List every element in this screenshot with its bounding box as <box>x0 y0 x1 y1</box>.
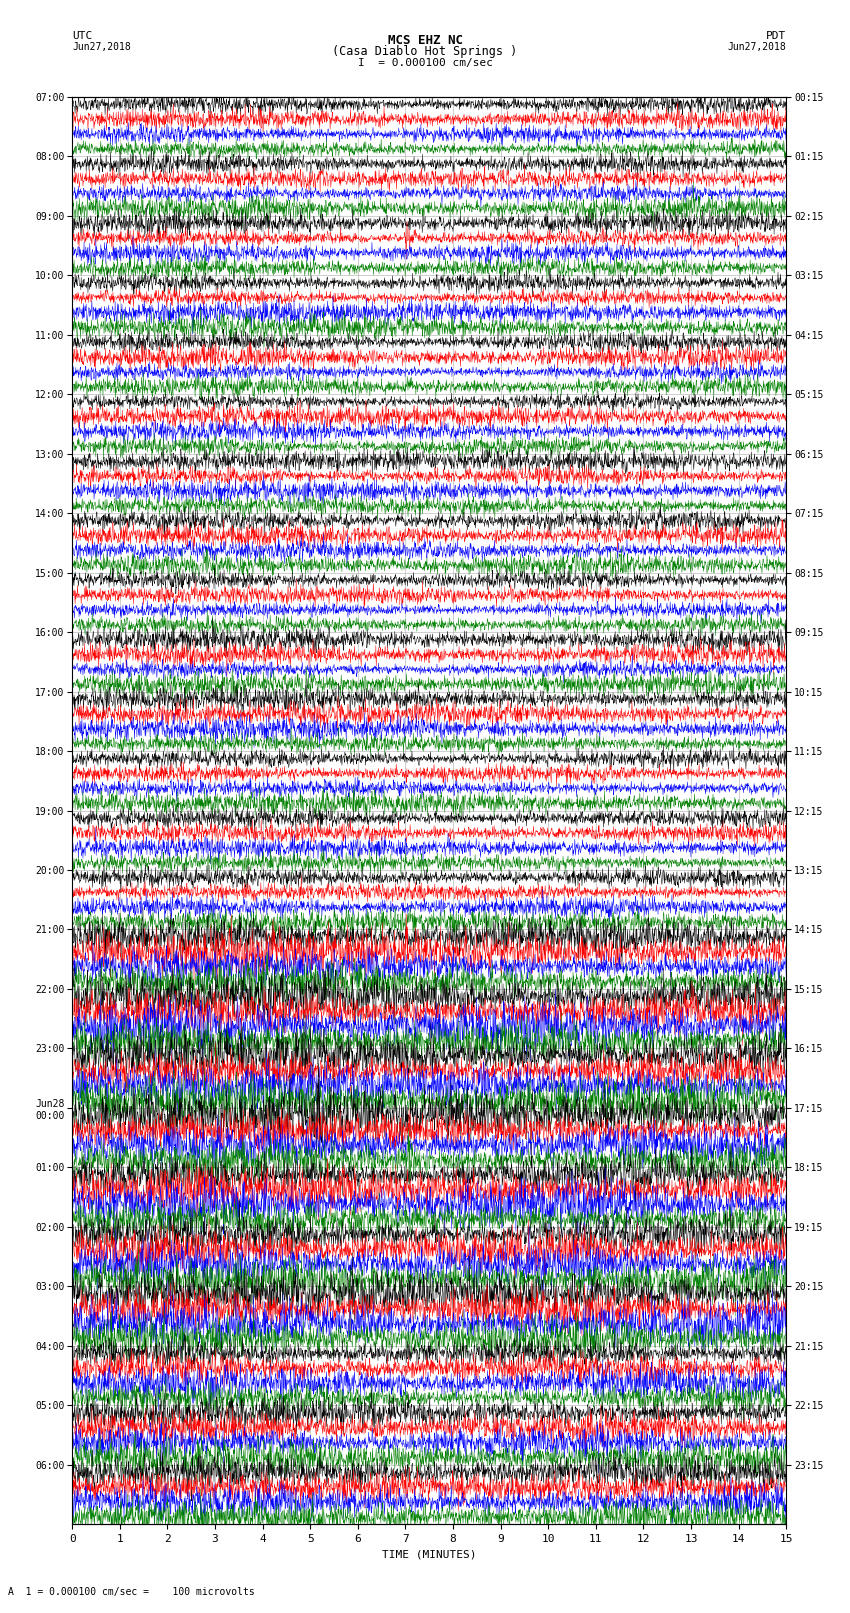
Text: UTC: UTC <box>72 31 93 40</box>
Text: A  1 = 0.000100 cm/sec =    100 microvolts: A 1 = 0.000100 cm/sec = 100 microvolts <box>8 1587 255 1597</box>
Text: (Casa Diablo Hot Springs ): (Casa Diablo Hot Springs ) <box>332 45 518 58</box>
Text: MCS EHZ NC: MCS EHZ NC <box>388 34 462 47</box>
Text: Jun27,2018: Jun27,2018 <box>72 42 131 52</box>
X-axis label: TIME (MINUTES): TIME (MINUTES) <box>382 1550 477 1560</box>
Text: Jun27,2018: Jun27,2018 <box>728 42 786 52</box>
Text: I  = 0.000100 cm/sec: I = 0.000100 cm/sec <box>358 58 492 68</box>
Text: PDT: PDT <box>766 31 786 40</box>
